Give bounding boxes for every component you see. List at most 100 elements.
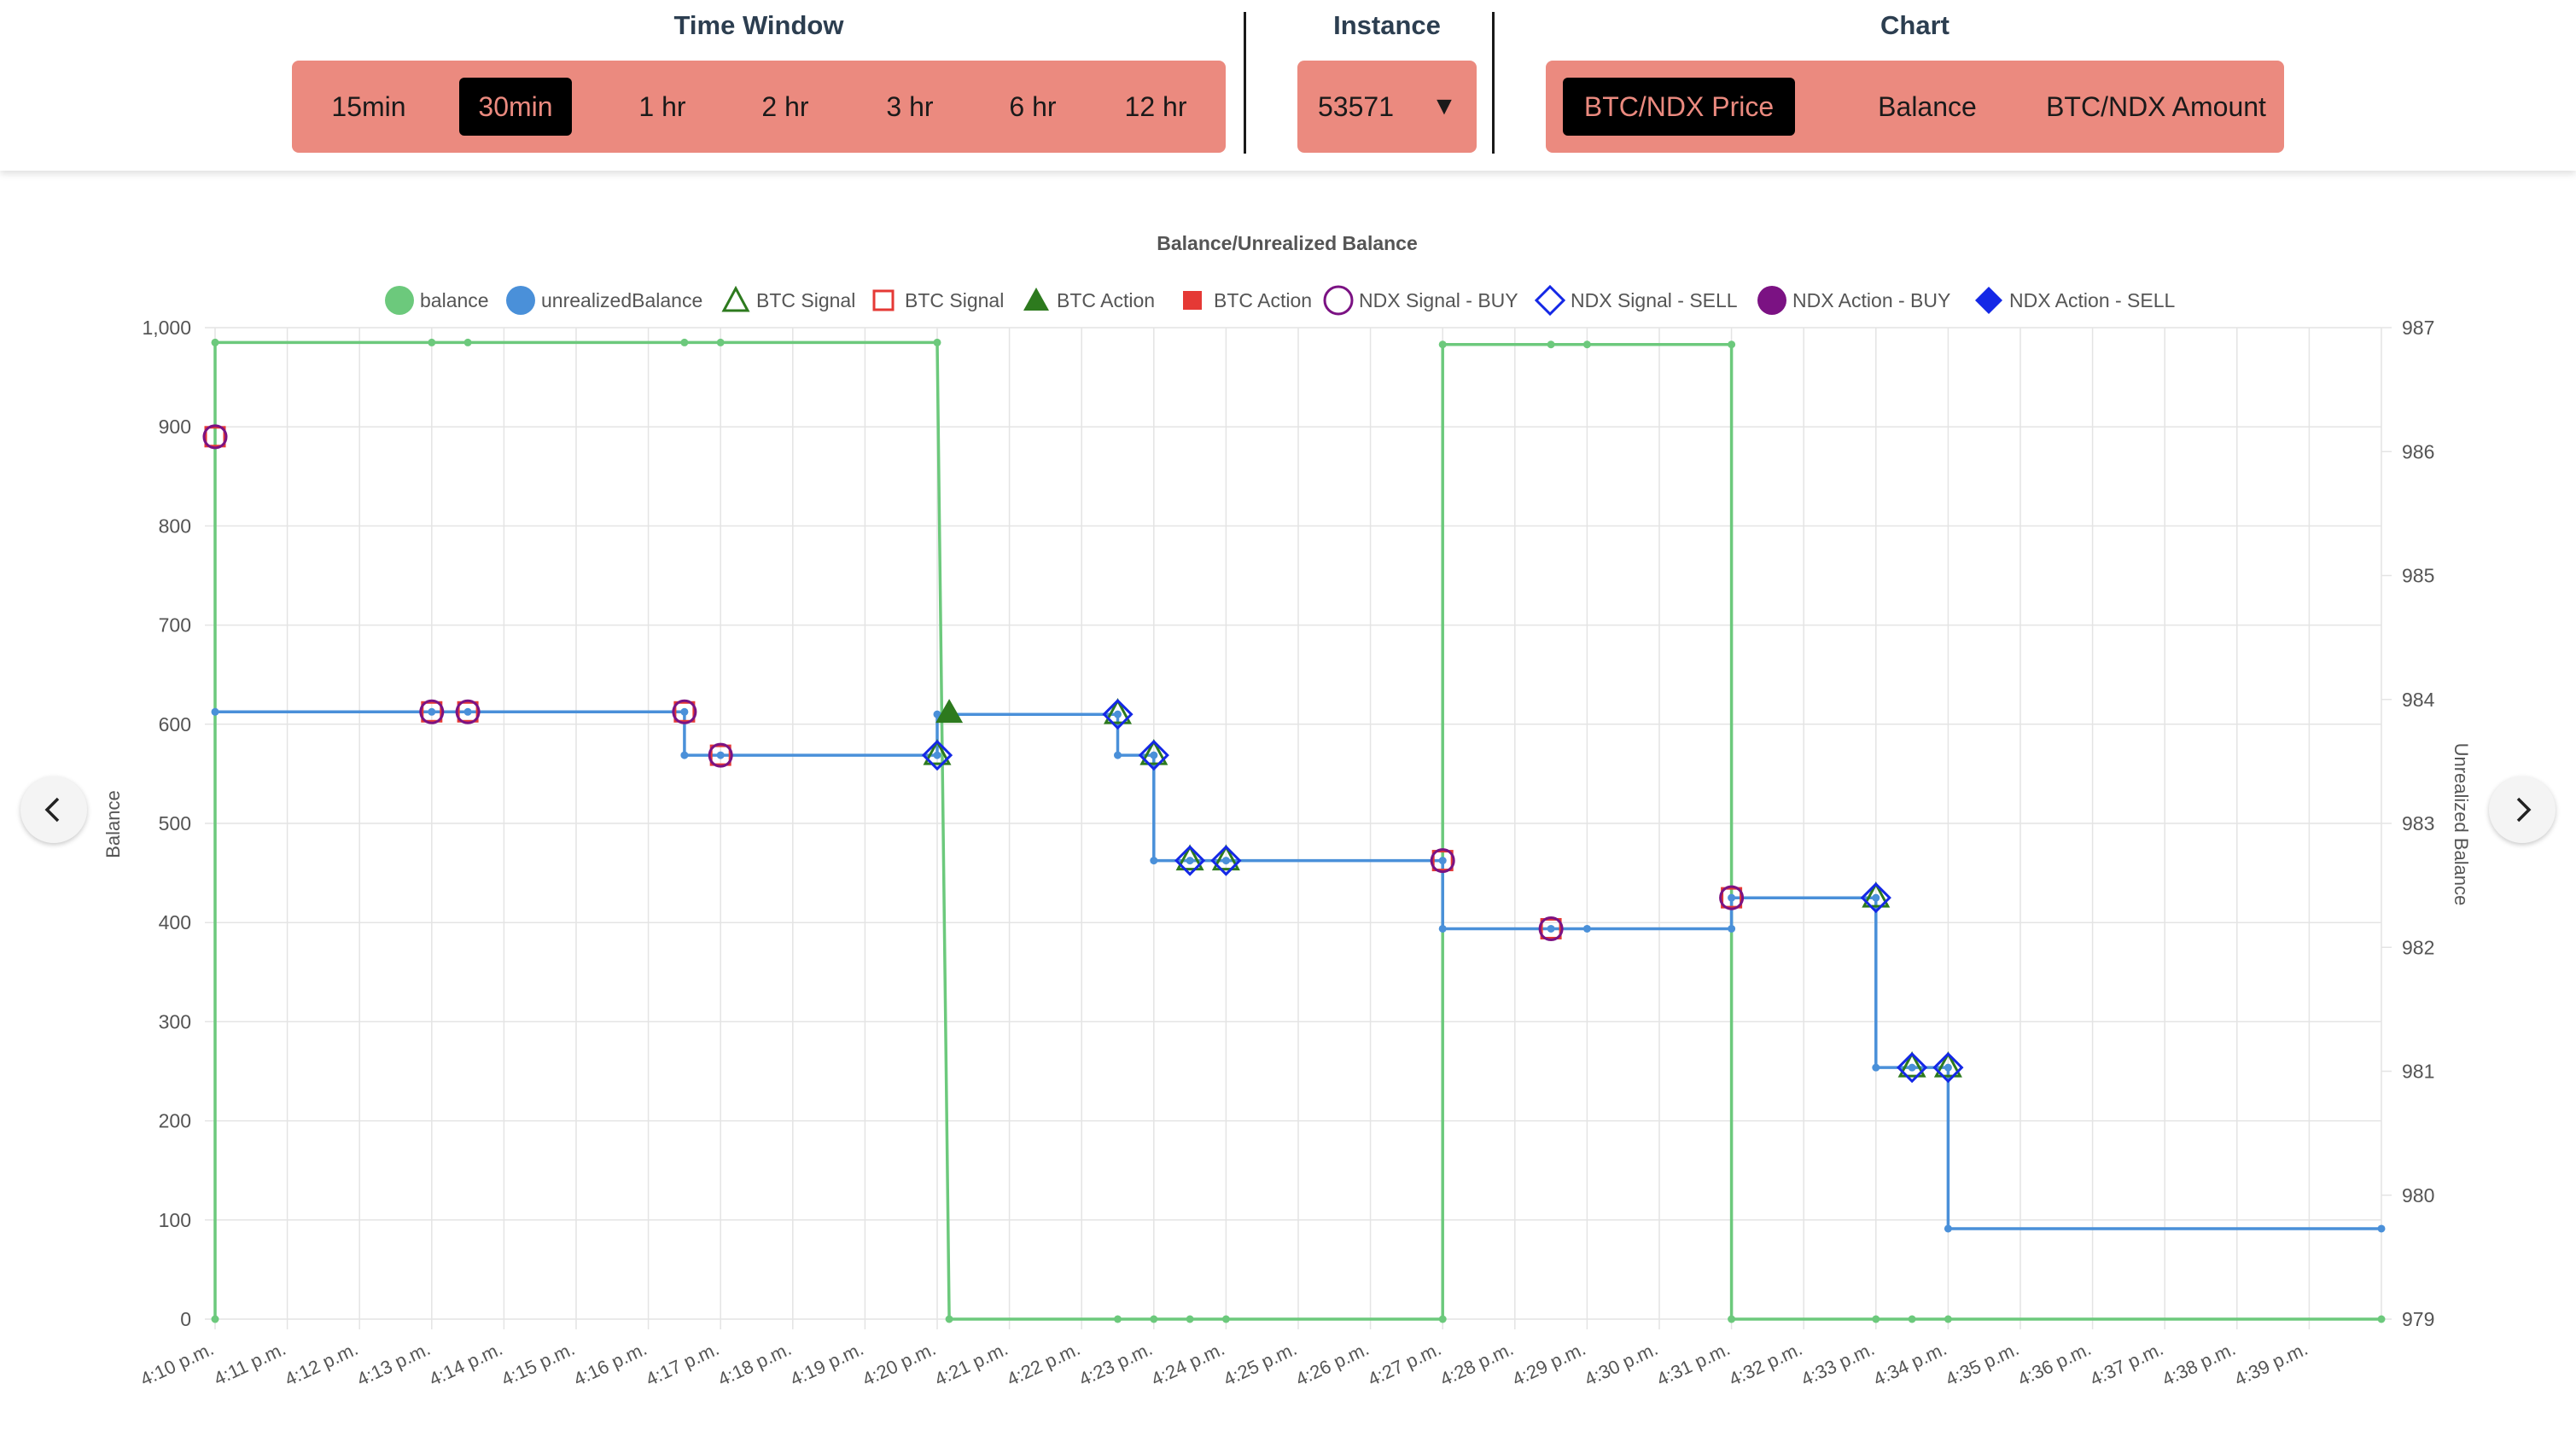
series-point-unrealizedBalance [428, 708, 435, 716]
x-tick-label: 4:38 p.m. [2159, 1338, 2239, 1390]
y-tick-label: 700 [159, 614, 191, 637]
series-point-balance [1150, 1316, 1157, 1323]
chart-title-header: Chart [1546, 10, 2284, 41]
time-window-option-3hr[interactable]: 3 hr [854, 78, 966, 136]
series-point-unrealizedBalance [1909, 1064, 1916, 1072]
y2-tick-label: 982 [2402, 936, 2434, 958]
time-window-option-12hr[interactable]: 12 hr [1099, 78, 1212, 136]
series-point-unrealizedBalance [1439, 857, 1447, 864]
y-tick-label: 500 [159, 812, 191, 834]
series-point-balance [934, 339, 941, 346]
signal-marker [935, 699, 963, 723]
series-point-balance [1114, 1316, 1122, 1323]
series-point-balance [1944, 1316, 1952, 1323]
y-tick-label: 900 [159, 416, 191, 438]
x-tick-label: 4:20 p.m. [859, 1338, 939, 1390]
x-tick-label: 4:15 p.m. [498, 1338, 578, 1390]
time-window-selector: 15min 30min 1 hr 2 hr 3 hr 6 hr 12 hr [292, 61, 1226, 153]
legend-symbol [385, 286, 414, 315]
legend-item: BTC Action [1023, 288, 1155, 311]
time-window-option-6hr[interactable]: 6 hr [976, 78, 1089, 136]
time-window-title: Time Window [292, 10, 1226, 41]
series-point-balance [1728, 1316, 1735, 1323]
series-point-unrealizedBalance [1150, 857, 1157, 864]
chevron-down-icon: ▼ [1429, 78, 1460, 136]
y2-tick-label: 985 [2402, 565, 2434, 587]
legend-label: balance [420, 289, 489, 311]
chevron-right-icon [2508, 795, 2537, 824]
series-point-unrealizedBalance [464, 708, 472, 716]
series-point-unrealizedBalance [1872, 894, 1880, 902]
next-chart-button[interactable] [2489, 776, 2556, 843]
x-tick-label: 4:22 p.m. [1004, 1338, 1084, 1390]
y-tick-label: 100 [159, 1209, 191, 1231]
x-tick-label: 4:32 p.m. [1726, 1338, 1806, 1390]
series-point-balance [2378, 1316, 2386, 1323]
series-point-balance [212, 339, 219, 346]
chart-grid [205, 328, 2392, 1329]
chart-option-balance[interactable]: Balance [1829, 78, 2025, 136]
y-tick-label: 300 [159, 1010, 191, 1032]
series-point-balance [212, 1316, 219, 1323]
legend-label: BTC Action [1057, 289, 1155, 311]
x-tick-label: 4:25 p.m. [1220, 1338, 1300, 1390]
series-point-balance [1222, 1316, 1230, 1323]
time-window-option-15min[interactable]: 15min [312, 78, 425, 136]
legend-label: BTC Action [1214, 289, 1312, 311]
prev-chart-button[interactable] [20, 776, 87, 843]
x-tick-label: 4:27 p.m. [1365, 1338, 1445, 1390]
legend-item: BTC Signal [874, 289, 1004, 311]
x-tick-label: 4:39 p.m. [2231, 1338, 2311, 1390]
series-point-unrealizedBalance [1439, 925, 1447, 933]
series-point-unrealizedBalance [1150, 752, 1157, 759]
x-tick-label: 4:16 p.m. [570, 1338, 650, 1390]
series-point-balance [680, 339, 688, 346]
x-tick-label: 4:18 p.m. [714, 1338, 795, 1390]
control-bar: Time Window 15min 30min 1 hr 2 hr 3 hr 6… [0, 0, 2576, 171]
series-point-unrealizedBalance [680, 708, 688, 716]
time-window-option-30min[interactable]: 30min [459, 78, 572, 136]
x-tick-label: 4:12 p.m. [282, 1338, 362, 1390]
chart-title: Balance/Unrealized Balance [1157, 232, 1418, 254]
series-point-balance [464, 339, 472, 346]
chart-option-btc-ndx-price[interactable]: BTC/NDX Price [1563, 78, 1795, 136]
time-window-option-1hr[interactable]: 1 hr [606, 78, 719, 136]
legend-label: NDX Signal - SELL [1571, 289, 1738, 311]
legend-label: NDX Signal - BUY [1359, 289, 1518, 311]
series-point-balance [1583, 340, 1591, 348]
y-axis-label: Balance [102, 790, 124, 858]
series-point-unrealizedBalance [1728, 894, 1735, 902]
series-point-unrealizedBalance [1114, 752, 1122, 759]
y2-tick-label: 981 [2402, 1061, 2434, 1083]
series-point-balance [1439, 1316, 1447, 1323]
legend-item: BTC Action [1183, 289, 1312, 311]
instance-title: Instance [1297, 10, 1477, 41]
legend-symbol [1757, 286, 1786, 315]
x-tick-label: 4:11 p.m. [210, 1338, 288, 1390]
x-tick-label: 4:31 p.m. [1653, 1338, 1734, 1390]
x-tick-label: 4:23 p.m. [1075, 1338, 1156, 1390]
x-tick-label: 4:21 p.m. [931, 1338, 1011, 1390]
x-tick-label: 4:10 p.m. [137, 1338, 217, 1390]
chart-markers [204, 426, 1961, 1081]
chart-option-btc-ndx-amount[interactable]: BTC/NDX Amount [2043, 78, 2270, 136]
series-point-unrealizedBalance [717, 752, 725, 759]
x-tick-label: 4:29 p.m. [1509, 1338, 1589, 1390]
time-window-option-2hr[interactable]: 2 hr [729, 78, 842, 136]
x-tick-label: 4:36 p.m. [2014, 1338, 2095, 1390]
series-point-balance [1439, 340, 1447, 348]
x-tick-label: 4:13 p.m. [353, 1338, 434, 1390]
series-point-balance [946, 1316, 953, 1323]
y-tick-label: 800 [159, 515, 191, 537]
y2-tick-label: 987 [2402, 317, 2434, 339]
x-tick-label: 4:28 p.m. [1437, 1338, 1517, 1390]
legend-symbol [874, 291, 893, 310]
y2-tick-label: 983 [2402, 812, 2434, 834]
legend-item: balance [385, 286, 489, 315]
y2-tick-label: 986 [2402, 440, 2434, 462]
y2-tick-label: 984 [2402, 689, 2435, 711]
series-point-unrealizedBalance [1872, 1064, 1880, 1072]
instance-dropdown[interactable]: 53571 ▼ [1297, 61, 1477, 153]
series-point-unrealizedBalance [1114, 711, 1122, 718]
series-point-unrealizedBalance [1222, 857, 1230, 864]
